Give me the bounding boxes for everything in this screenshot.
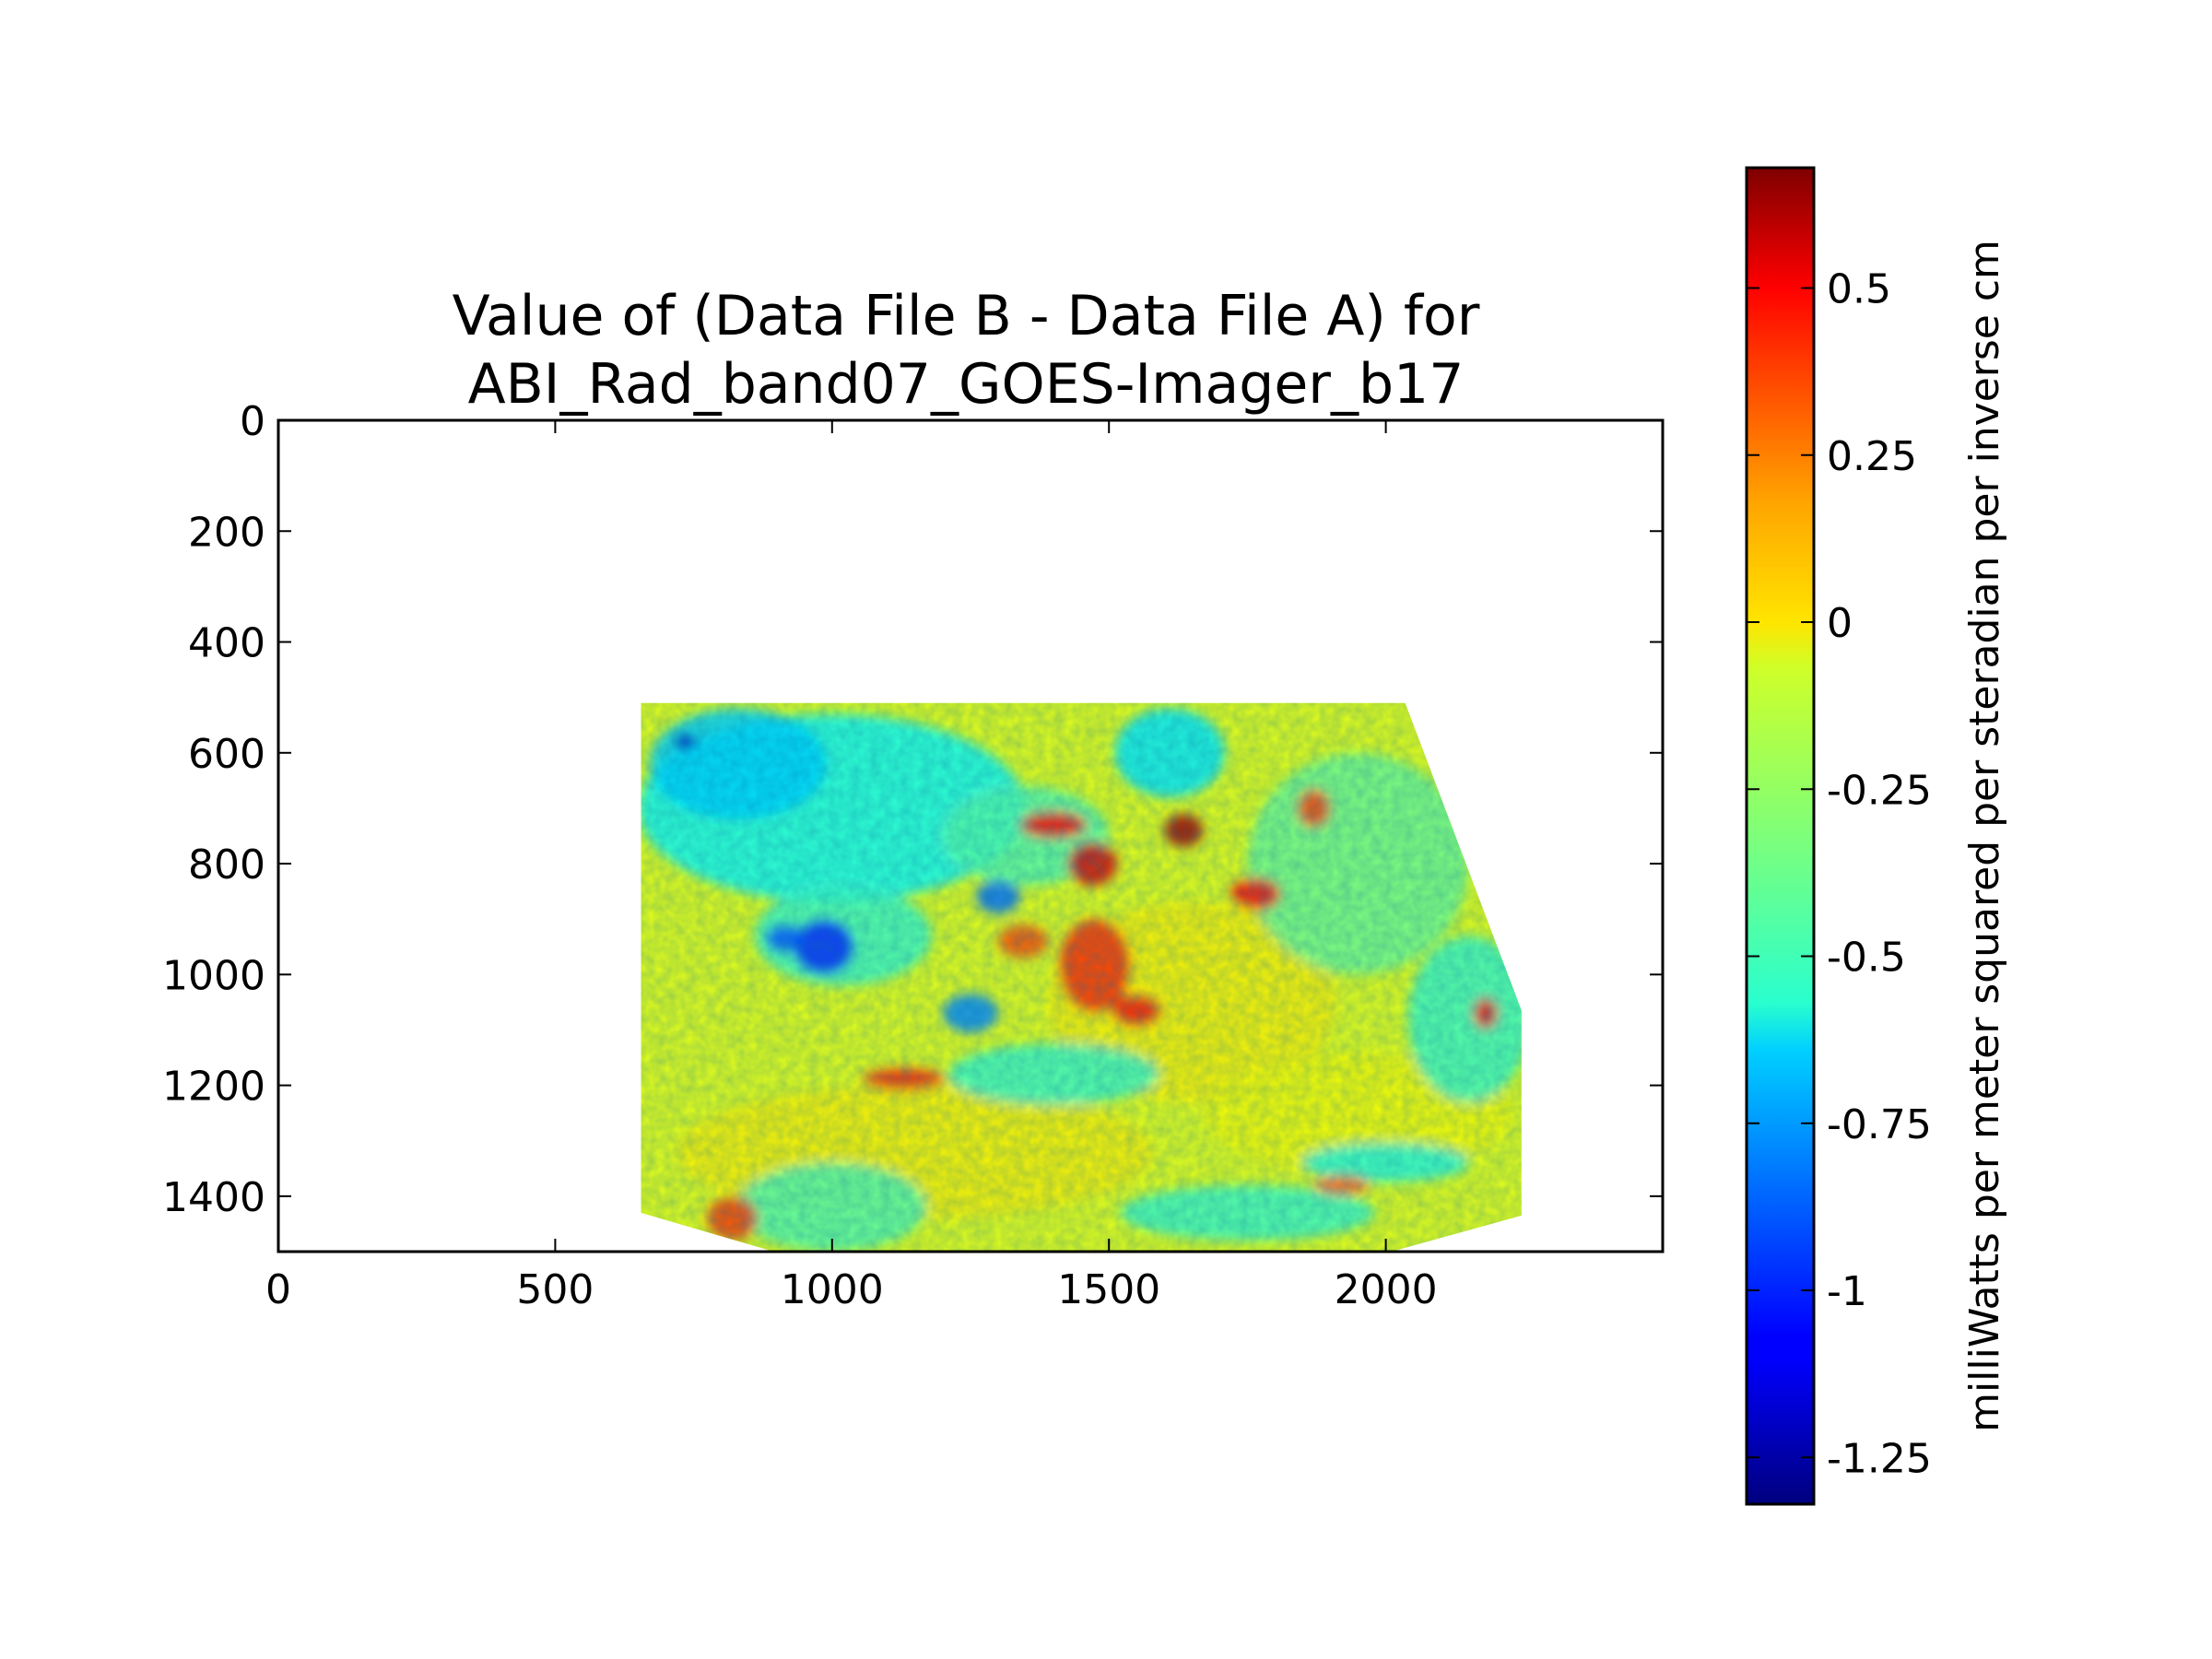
heatmap-texture <box>641 702 1522 1252</box>
x-tick-label: 2000 <box>1335 1266 1438 1313</box>
y-tick-label: 800 <box>188 841 265 888</box>
colorbar-tick-label: -0.25 <box>1827 767 1932 814</box>
y-tick-label: 1200 <box>162 1064 265 1111</box>
y-axis: 0 200 400 600 800 1000 1200 1400 <box>162 398 1663 1221</box>
colorbar-ticks: 0.5 0.25 0 -0.25 -0.5 -0.75 -1 -1.25 <box>1747 266 1932 1482</box>
x-tick-label: 1000 <box>781 1266 884 1313</box>
colorbar-label: milliWatts per meter squared per steradi… <box>1961 240 2008 1432</box>
y-tick-label: 600 <box>188 731 265 778</box>
y-tick-label: 200 <box>188 509 265 556</box>
colorbar-tick-label: -1.25 <box>1827 1435 1932 1482</box>
chart-title-line-2: ABI_Rad_band07_GOES-Imager_b17 <box>468 352 1465 417</box>
y-tick-label: 400 <box>188 620 265 667</box>
y-tick-label: 0 <box>240 398 265 445</box>
colorbar-tick-label: -0.5 <box>1827 935 1906 982</box>
x-tick-label: 1500 <box>1057 1266 1160 1313</box>
colorbar-tick-label: 0.25 <box>1827 433 1917 480</box>
x-axis: 0 500 1000 1500 2000 <box>265 420 1438 1313</box>
chart-title-line-1: Value of (Data File B - Data File A) for <box>453 284 1480 348</box>
x-tick-label: 0 <box>265 1266 291 1313</box>
colorbar-tick-label: 0.5 <box>1827 266 1891 313</box>
colorbar-tick-label: 0 <box>1827 600 1853 647</box>
y-tick-label: 1400 <box>162 1174 265 1221</box>
y-tick-label: 1000 <box>162 952 265 999</box>
colorbar-tick-label: -1 <box>1827 1268 1867 1315</box>
colorbar <box>1745 166 1816 1506</box>
x-tick-label: 500 <box>516 1266 594 1313</box>
plot-frame <box>276 418 1665 1253</box>
colorbar-tick-label: -0.75 <box>1827 1101 1932 1148</box>
